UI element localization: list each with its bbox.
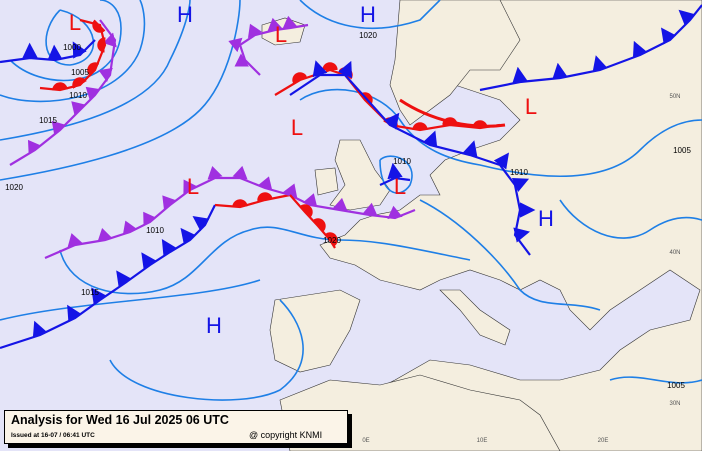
isobar-label: 1015 [81,288,99,297]
iberia [269,289,361,373]
isobar-labels: 1000 1005 1010 1015 1020 1020 1010 1010 … [5,31,691,390]
high-label: H [360,2,376,27]
latitude-label: 30N [669,401,680,407]
low-label: L [291,115,303,140]
fronts [0,4,702,350]
isobar-label: 1010 [510,168,528,177]
isobar-label: 1015 [39,116,57,125]
low-label: L [69,10,81,35]
issued-time: Issued at 16-07 / 06:41 UTC [11,432,95,439]
high-label: H [177,2,193,27]
isobar-label: 1005 [667,381,685,390]
isobar-label: 1005 [71,68,89,77]
longitude-label: 20E [598,438,609,444]
copyright: @ copyright KNMI [249,430,323,440]
italy [439,289,511,346]
high-label: H [206,313,222,338]
caption-box: Analysis for Wed 16 Jul 2025 06 UTC Issu… [4,410,348,444]
cold-front [379,162,411,186]
cold-front [289,60,536,256]
occluded-front [228,15,309,76]
africa [279,374,561,451]
isobar-label: 1020 [323,236,341,245]
pressure-centres: H H H H L L L L L L [69,2,554,338]
ireland [314,167,339,196]
latitude-label: 40N [669,250,680,256]
isobar-label: 1010 [393,157,411,166]
longitude-label: 10E [477,438,488,444]
longitude-label: 0E [362,438,369,444]
isobar-label: 1000 [63,43,81,52]
warm-front [399,98,506,128]
isobar-label: 1005 [673,146,691,155]
warm-front [39,18,107,92]
cold-front [479,4,702,92]
low-label: L [187,174,199,199]
isobar-label: 1020 [5,183,23,192]
low-label: L [275,22,287,47]
isobar-label: 1020 [359,31,377,40]
isobar-label: 1010 [69,91,87,100]
low-label: L [525,94,537,119]
analysis-title: Analysis for Wed 16 Jul 2025 06 UTC [11,413,229,427]
low-label: L [394,174,406,199]
occluded-front [9,19,117,166]
isobar-label: 1010 [146,226,164,235]
high-label: H [538,206,554,231]
grid-labels: 50N 40N 30N 0E 10E 20E [362,94,680,444]
latitude-label: 50N [669,94,680,100]
